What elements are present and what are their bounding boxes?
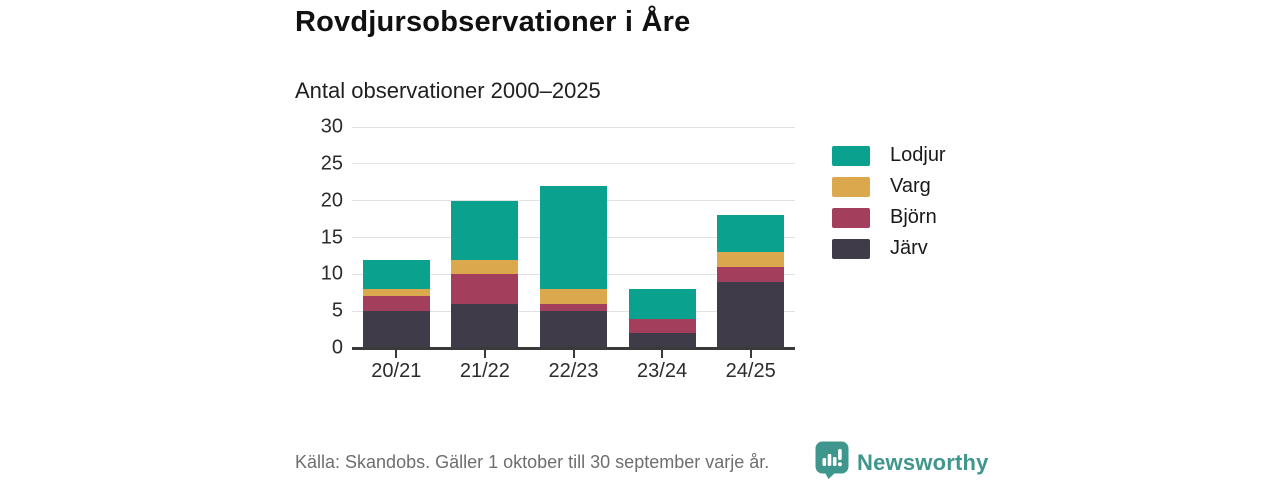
legend-swatch-björn: [832, 207, 870, 228]
legend-item-järv: Järv: [832, 237, 946, 259]
y-tick-label-30: 30: [320, 115, 343, 138]
x-tick-21-22: [483, 349, 486, 358]
x-label-20-21: 20/21: [371, 360, 422, 382]
bar-segment-björn-24-25: [717, 266, 785, 282]
y-tick-label-0: 0: [331, 336, 343, 359]
x-tick-20-21: [395, 349, 398, 358]
chart-title: Rovdjursobservationer i Åre: [295, 6, 691, 38]
bar-segment-varg-21-22: [451, 259, 519, 275]
plot-area: [352, 126, 795, 350]
bar-segment-björn-23-24: [628, 318, 696, 334]
x-tick-24-25: [749, 349, 752, 358]
bar-segment-lodjur-23-24: [628, 289, 696, 319]
bar-segment-björn-21-22: [451, 274, 519, 304]
stacked-bar-22-23: [539, 185, 607, 348]
bar-segment-varg-22-23: [539, 289, 607, 304]
bar-segment-björn-22-23: [539, 303, 607, 312]
legend-swatch-varg: [832, 176, 870, 197]
x-axis-labels: 20/21 21/22 22/23 23/24 24/25: [352, 360, 795, 383]
x-tick-23-24: [661, 349, 664, 358]
x-label-24-25: 24/25: [725, 360, 776, 382]
newsworthy-brand-link[interactable]: Newsworthy: [815, 441, 989, 484]
bar-segment-lodjur-22-23: [539, 185, 607, 290]
bar-segment-varg-24-25: [717, 252, 785, 267]
y-tick-label-5: 5: [331, 299, 343, 322]
x-tick-22-23: [572, 349, 575, 358]
stacked-bar-21-22: [451, 200, 519, 348]
x-label-22-23: 22/23: [548, 360, 599, 382]
stacked-bar-20-21: [362, 259, 430, 348]
legend-label-järv: Järv: [890, 237, 928, 259]
chart-subtitle: Antal observationer 2000–2025: [295, 78, 601, 103]
y-tick-label-20: 20: [320, 189, 343, 212]
y-tick-label-25: 25: [320, 152, 343, 175]
bar-segment-järv-22-23: [539, 311, 607, 348]
legend-label-varg: Varg: [890, 175, 931, 197]
x-label-23-24: 23/24: [637, 360, 688, 382]
newsworthy-wordmark: Newsworthy: [857, 449, 989, 475]
legend-label-björn: Björn: [890, 206, 937, 228]
legend-swatch-lodjur: [832, 145, 870, 166]
bar-segment-järv-20-21: [362, 311, 430, 348]
bar-segment-björn-20-21: [362, 296, 430, 312]
legend-item-varg: Varg: [832, 175, 946, 197]
legend-swatch-järv: [832, 238, 870, 259]
newsworthy-logo-icon: [815, 441, 849, 484]
legend-item-björn: Björn: [832, 206, 946, 228]
gridline-y25: [352, 163, 795, 165]
x-axis-ticks: [352, 349, 795, 358]
legend-label-lodjur: Lodjur: [890, 144, 946, 166]
x-label-21-22: 21/22: [459, 360, 510, 382]
stacked-bar-23-24: [628, 289, 696, 348]
bar-segment-järv-21-22: [451, 303, 519, 348]
source-note: Källa: Skandobs. Gäller 1 oktober till 3…: [295, 452, 770, 472]
y-tick-label-15: 15: [320, 226, 343, 248]
chart-legend: Lodjur Varg Björn Järv: [832, 144, 946, 269]
bar-segment-lodjur-24-25: [717, 215, 785, 253]
y-tick-label-10: 10: [320, 262, 343, 285]
x-axis-line: [352, 347, 795, 350]
gridline-y30: [352, 126, 795, 128]
bar-segment-järv-24-25: [717, 281, 785, 348]
bar-segment-järv-23-24: [628, 333, 696, 348]
bar-segment-lodjur-20-21: [362, 259, 430, 290]
y-axis-labels: 0 5 10 15 20 25 30: [0, 116, 343, 359]
bar-group: [352, 127, 795, 348]
legend-item-lodjur: Lodjur: [832, 144, 946, 166]
bar-segment-varg-20-21: [362, 289, 430, 297]
bar-segment-lodjur-21-22: [451, 200, 519, 260]
stacked-bar-24-25: [717, 215, 785, 348]
